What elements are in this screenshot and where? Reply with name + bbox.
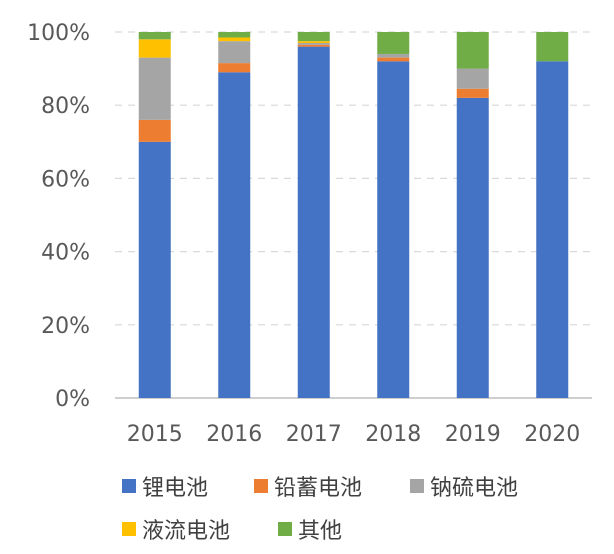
y-tick-label: 100%: [27, 21, 90, 46]
y-tick-label: 0%: [55, 387, 90, 412]
bar-segment: [377, 57, 410, 62]
bar-segment: [138, 39, 171, 58]
bar-segment: [218, 37, 251, 42]
legend-swatch: [122, 479, 136, 493]
bar-segment: [456, 32, 489, 69]
legend-label: 铅蓄电池: [274, 476, 362, 501]
x-tick-label: 2015: [127, 422, 183, 447]
bar-segment: [377, 32, 410, 54]
legend-label: 其他: [298, 519, 342, 544]
legend-label: 液流电池: [142, 519, 230, 544]
x-tick-label: 2018: [365, 422, 421, 447]
legend-swatch: [278, 522, 292, 536]
bar-segment: [297, 42, 330, 45]
bar-segment: [297, 46, 330, 398]
bars: [138, 32, 569, 399]
bar-segment: [377, 61, 410, 398]
bar-segment: [138, 32, 171, 40]
x-axis-ticks: 2015 2016 2017 2018 2019 2020: [127, 422, 581, 447]
y-tick-label: 60%: [41, 167, 90, 192]
x-tick-label: 2017: [286, 422, 342, 447]
bar-segment: [297, 32, 330, 42]
legend-swatch: [254, 479, 268, 493]
x-tick-label: 2016: [206, 422, 262, 447]
bar-segment: [138, 57, 171, 120]
bar-segment: [377, 53, 410, 58]
bar-segment: [456, 88, 489, 98]
legend-swatch: [122, 522, 136, 536]
bar-segment: [456, 97, 489, 398]
bar-segment: [456, 68, 489, 89]
bar-segment: [218, 63, 251, 73]
x-tick-label: 2019: [445, 422, 501, 447]
y-tick-label: 20%: [41, 314, 90, 339]
legend-label: 钠硫电池: [430, 476, 518, 501]
legend-label: 锂电池: [142, 476, 208, 501]
y-axis-ticks: 0% 20% 40% 60% 80% 100%: [27, 21, 90, 412]
x-tick-label: 2020: [524, 422, 580, 447]
bar-segment: [218, 72, 251, 398]
bar-segment: [218, 32, 251, 38]
legend-swatch: [410, 479, 424, 493]
bar-segment: [138, 119, 171, 142]
bar-segment: [536, 61, 569, 398]
y-tick-label: 80%: [41, 94, 90, 119]
bar-segment: [297, 44, 330, 47]
bar-segment: [536, 32, 569, 62]
bar-segment: [218, 41, 251, 64]
bar-segment: [138, 141, 171, 399]
bar-segment: [297, 41, 330, 43]
y-tick-label: 40%: [41, 241, 90, 266]
gridlines: [115, 31, 592, 399]
